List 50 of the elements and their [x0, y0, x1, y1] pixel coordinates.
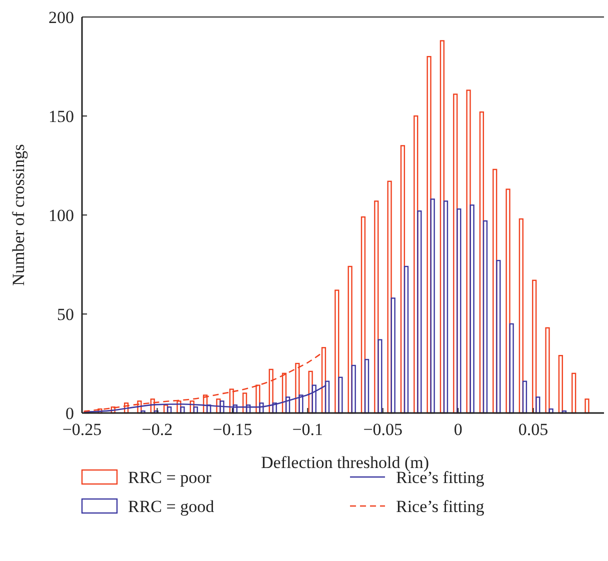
bar — [417, 210, 422, 414]
bar — [364, 358, 370, 414]
bar — [509, 323, 514, 414]
bar — [154, 410, 158, 414]
bar — [338, 376, 343, 414]
bar — [404, 266, 409, 414]
bar — [426, 56, 432, 414]
y-tick-label: 100 — [48, 206, 74, 225]
line-series — [83, 384, 327, 413]
x-tick-label: 0 — [454, 420, 462, 439]
x-tick-label: −0.05 — [363, 420, 403, 439]
bar — [496, 260, 501, 414]
bar — [378, 339, 382, 414]
bar — [443, 200, 448, 414]
bar — [482, 220, 488, 414]
y-axis-title: Number of crossings — [9, 144, 28, 286]
bar — [584, 398, 590, 414]
x-tick-label: 0.05 — [518, 420, 548, 439]
x-axis-title: Deflection threshold (m) — [260, 453, 430, 472]
bar — [430, 198, 435, 414]
legend-label: RRC = poor — [128, 468, 212, 487]
x-tick-label: −0.1 — [292, 420, 324, 439]
x-tick-label: −0.25 — [62, 420, 102, 439]
bar — [506, 188, 510, 414]
bar — [572, 372, 576, 414]
bar — [470, 204, 474, 414]
bar — [387, 180, 392, 414]
y-tick-label: 200 — [48, 8, 74, 27]
bar — [562, 410, 567, 414]
bar — [390, 298, 396, 414]
y-tick-label: 150 — [48, 107, 74, 126]
bar — [518, 218, 524, 414]
y-tick-label: 0 — [66, 404, 74, 423]
bar — [308, 370, 313, 414]
x-tick-label: −0.15 — [212, 420, 252, 439]
bar — [536, 396, 540, 414]
x-tick-label: −0.2 — [142, 420, 173, 439]
legend-label: Rice’s fitting — [396, 497, 485, 516]
bar — [545, 327, 550, 414]
legend-label: RRC = good — [128, 497, 215, 516]
bar — [548, 408, 554, 414]
bar — [558, 354, 563, 414]
bar — [456, 208, 462, 414]
y-tick-label: 50 — [57, 305, 74, 324]
bar — [466, 90, 471, 414]
bar — [348, 266, 352, 414]
bar — [140, 410, 146, 414]
bar — [351, 364, 356, 414]
bar — [522, 380, 528, 414]
bar — [532, 280, 537, 414]
